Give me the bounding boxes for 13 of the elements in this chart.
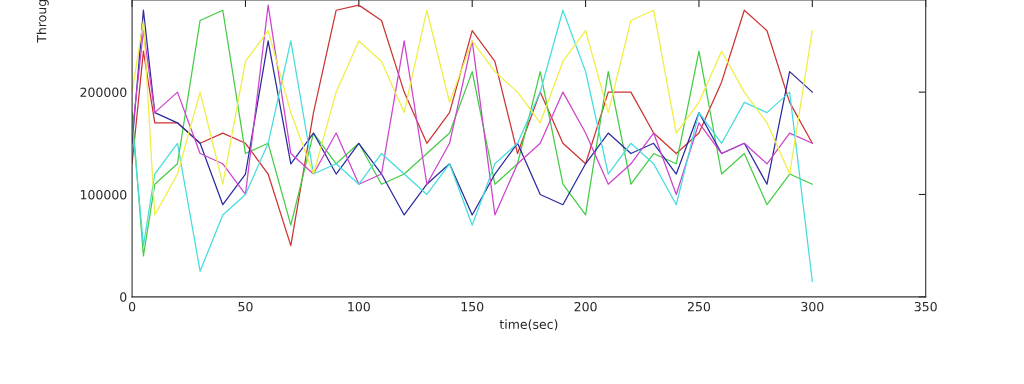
y-tick-label: 0 (120, 292, 127, 302)
y-tick-label: 200000 (80, 87, 127, 98)
x-tick-label: 350 (914, 301, 937, 312)
x-tick-label: 300 (801, 301, 824, 312)
x-tick-label: 50 (238, 301, 253, 312)
x-tick-label: 150 (461, 301, 484, 312)
y-axis-title: Throug (36, 0, 49, 43)
x-tick-label: 250 (687, 301, 711, 312)
y-tick-label: 100000 (80, 189, 127, 200)
x-tick-label: 0 (128, 301, 136, 312)
x-axis-title: time(sec) (499, 319, 558, 331)
x-tick-label: 200 (574, 301, 597, 312)
x-tick-label: 100 (348, 301, 370, 312)
